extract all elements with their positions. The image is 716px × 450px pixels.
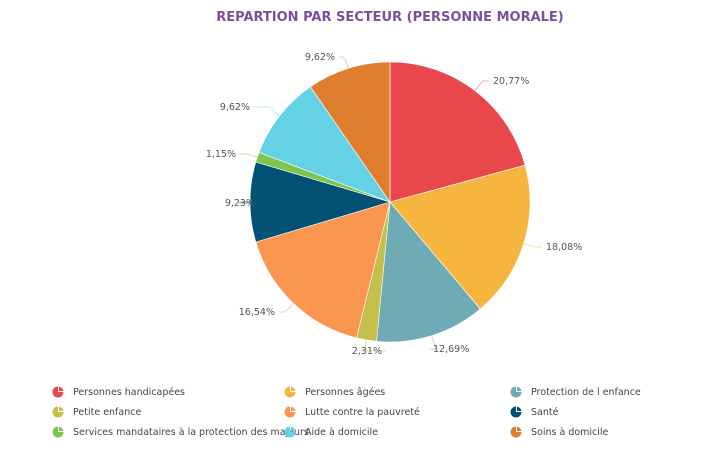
data-label: 9,23% — [225, 198, 255, 209]
legend-label: Protection de l enfance — [531, 386, 641, 398]
pie-legend-icon — [284, 386, 296, 398]
pie-legend-icon — [52, 426, 64, 438]
legend-label: Personnes handicapées — [73, 386, 186, 398]
label-connector — [240, 153, 258, 158]
label-connector — [360, 339, 386, 352]
label-connector — [339, 56, 349, 69]
pie-slice[interactable] — [255, 201, 391, 339]
legend-item[interactable]: Santé — [510, 406, 558, 418]
pie-legend-icon — [284, 426, 296, 438]
legend-item[interactable]: Soins à domicile — [510, 426, 608, 438]
pie-legend-icon — [510, 406, 522, 418]
pie-slice[interactable] — [249, 161, 392, 243]
label-connector — [279, 303, 294, 313]
data-label: 16,54% — [239, 307, 275, 318]
data-label: 12,69% — [433, 344, 469, 355]
data-label: 1,15% — [206, 149, 236, 160]
legend-item[interactable]: Services mandataires à la protection des… — [52, 426, 309, 438]
pie-legend-icon — [52, 386, 64, 398]
legend-label: Lutte contre la pauvreté — [305, 406, 420, 418]
legend-label: Soins à domicile — [531, 426, 609, 438]
legend-label: Santé — [531, 406, 559, 418]
legend-item[interactable]: Personnes âgées — [284, 386, 385, 398]
label-connector — [238, 201, 259, 204]
pie-slice[interactable] — [310, 61, 391, 203]
pie-slice[interactable] — [389, 61, 526, 203]
chart-title: REPARTION PAR SECTEUR (PERSONNE MORALE) — [216, 10, 564, 25]
pie-legend-icon — [510, 386, 522, 398]
data-label: 2,31% — [352, 346, 382, 357]
pie-slice[interactable] — [376, 201, 481, 343]
label-connector — [523, 243, 542, 248]
legend-label: Personnes âgées — [305, 386, 386, 398]
pie-legend-icon — [284, 406, 296, 418]
data-label: 9,62% — [305, 52, 335, 63]
legend-label: Aide à domicile — [305, 426, 378, 438]
legend-item[interactable]: Aide à domicile — [284, 426, 378, 438]
legend-item[interactable]: Petite enfance — [52, 406, 141, 418]
legend-item[interactable]: Protection de l enfance — [510, 386, 641, 398]
data-label: 9,62% — [220, 102, 250, 113]
label-connector — [474, 80, 489, 92]
pie-legend-icon — [510, 426, 522, 438]
label-connector — [429, 335, 438, 350]
pie-slice[interactable] — [389, 164, 531, 310]
label-connector — [254, 106, 281, 117]
data-label: 18,08% — [546, 242, 582, 253]
pie-slice[interactable] — [258, 86, 391, 203]
legend-item[interactable]: Personnes handicapées — [52, 386, 185, 398]
legend-label: Services mandataires à la protection des… — [73, 426, 309, 438]
legend-item[interactable]: Lutte contre la pauvreté — [284, 406, 420, 418]
pie-legend-icon — [52, 406, 64, 418]
pie-chart: 20,77% 18,08% 12,69% 2,31% 16,54% 9,23% 1,15% 9… — [206, 52, 582, 357]
data-label: 20,77% — [493, 76, 529, 87]
legend-label: Petite enfance — [73, 406, 142, 418]
